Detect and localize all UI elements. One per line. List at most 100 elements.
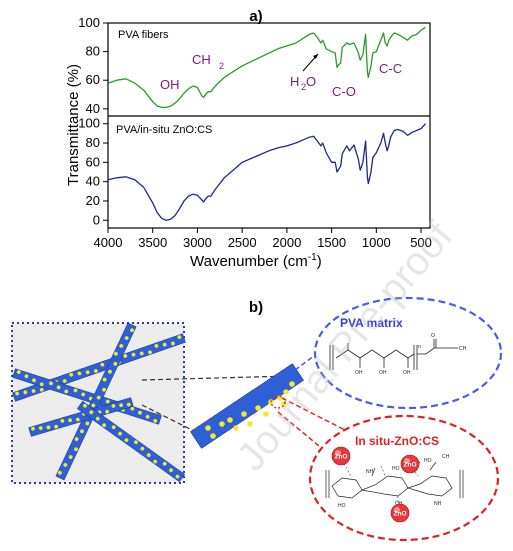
zno-ball: ZnO xyxy=(331,446,351,466)
focus-ring xyxy=(270,395,286,409)
panel-b-label: b) xyxy=(249,299,263,316)
zno-dot xyxy=(74,437,79,441)
zno-dot xyxy=(102,423,107,428)
zno-dot xyxy=(177,335,182,340)
zno-dot xyxy=(96,395,101,400)
y-tick-label: 60 xyxy=(86,154,100,169)
zno-dot xyxy=(102,387,106,392)
zno-dot xyxy=(39,387,44,392)
zno-dot xyxy=(105,399,110,404)
zno-dot xyxy=(153,459,158,464)
insitu-label: In situ-ZnO:CS xyxy=(355,434,439,448)
cs-ho-3: HO xyxy=(338,503,346,509)
pva-n: n xyxy=(418,344,421,350)
zno-dot xyxy=(85,370,90,375)
x-tick-label: 1500 xyxy=(317,235,346,250)
zno-dot xyxy=(119,403,123,408)
zno-dot xyxy=(83,403,87,408)
zno-dot xyxy=(154,344,159,348)
zno-dot xyxy=(255,405,261,411)
fiber-mat xyxy=(12,322,186,483)
zoom-line-top xyxy=(141,375,291,381)
pva-o: O xyxy=(431,333,435,339)
y-tick-label: 80 xyxy=(86,44,100,59)
zno-ball-label: ZnO xyxy=(404,462,417,469)
zno-dot xyxy=(283,389,289,395)
cs-nh2-1: NH xyxy=(366,469,374,475)
plot-frame xyxy=(107,22,431,229)
cs-ch3: CH xyxy=(442,454,450,460)
pva-structure xyxy=(329,339,458,370)
zno-dot xyxy=(23,390,28,395)
x-tick-label: 3500 xyxy=(138,235,167,250)
zno-dot xyxy=(205,425,211,431)
zno-dot xyxy=(140,446,145,451)
cs-ho-1: HO xyxy=(392,466,400,472)
zno-dot xyxy=(77,371,82,376)
zno-dot xyxy=(54,424,59,429)
x-tick-label: 3000 xyxy=(183,235,212,250)
zno-dot xyxy=(162,461,167,466)
zno-ball: ZnO xyxy=(390,503,410,523)
zno-dot xyxy=(80,429,84,434)
zno-dot xyxy=(73,388,78,393)
zno-dot xyxy=(16,370,21,375)
zno-dot xyxy=(247,421,253,427)
zno-dot xyxy=(81,392,86,397)
pva-oh-3: OH xyxy=(403,370,411,376)
zno-particles: ZnO ZnO ZnO xyxy=(331,446,420,523)
zno-dot xyxy=(46,425,51,430)
zno-ball: ZnO xyxy=(400,454,420,474)
zno-dot xyxy=(148,350,152,355)
annotation-ch2-sub: 2 xyxy=(219,61,224,71)
zno-dot xyxy=(100,362,105,367)
y-tick-label: 40 xyxy=(86,101,100,116)
zno-dot xyxy=(49,381,53,386)
annotation-h2o: H xyxy=(290,74,299,89)
zno-dot xyxy=(68,455,73,459)
y-tick-label: 20 xyxy=(86,193,100,208)
zno-dot xyxy=(105,409,110,414)
annotation-c-c: C-C xyxy=(379,61,402,76)
zno-dot xyxy=(38,426,43,430)
zno-dot xyxy=(210,433,216,439)
zno-dot xyxy=(39,382,44,387)
zno-dot xyxy=(130,328,134,333)
y-tick-label: 0 xyxy=(93,212,100,227)
zno-dot xyxy=(146,453,151,458)
annotation-c-o: C-O xyxy=(332,84,356,99)
zno-dot xyxy=(130,406,135,411)
zoom-line-bottom xyxy=(141,404,197,433)
pva-oh-1: OH xyxy=(355,370,363,376)
x-tick-label: 2000 xyxy=(272,235,301,250)
zno-dot xyxy=(91,403,96,408)
x-tick-label: 4000 xyxy=(94,235,123,250)
zno-dot xyxy=(139,351,144,356)
pva-oh-2: OH xyxy=(379,370,387,376)
zno-dot xyxy=(153,418,158,423)
pva-ch3: CH xyxy=(459,346,467,352)
zno-dot xyxy=(289,381,295,387)
zno-dot xyxy=(69,372,74,377)
zno-dot xyxy=(15,391,20,396)
zno-dot xyxy=(56,385,61,390)
zno-dot xyxy=(123,354,128,358)
zno-dot xyxy=(31,389,36,393)
pva-matrix-label: PVA matrix xyxy=(340,316,403,330)
x-axis-label: Wavenumber (cm-1) xyxy=(190,252,322,270)
zno-ball-label: ZnO xyxy=(335,454,348,461)
fiber-5 xyxy=(76,400,186,483)
zno-dot xyxy=(114,351,118,356)
zno-dot xyxy=(134,440,138,445)
zno-dot xyxy=(111,425,116,430)
zno-dot xyxy=(74,447,78,452)
zno-dot xyxy=(113,362,118,366)
zno-coordination-lines xyxy=(341,459,419,510)
zno-dot xyxy=(60,418,65,423)
zno-dot xyxy=(75,417,80,422)
zno-dot xyxy=(124,438,129,443)
zno-dot xyxy=(119,344,124,348)
y-axis-label: Transmittance (%) xyxy=(65,64,82,186)
zno-dot xyxy=(93,369,98,373)
